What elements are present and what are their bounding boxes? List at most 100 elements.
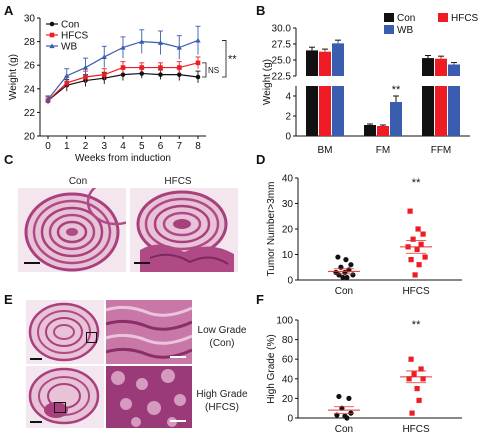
- bar-base: [435, 86, 447, 136]
- data-point-hfcs: [409, 410, 415, 416]
- data-point-con: [176, 72, 182, 77]
- data-point-hfcs: [406, 376, 412, 382]
- data-point-con: [195, 74, 201, 80]
- x-tick-label: FFM: [431, 145, 452, 156]
- y-tick-label: 20: [24, 132, 36, 143]
- histology-e-label-high-grade: High Grade (HFCS): [196, 389, 248, 413]
- x-tick-label: 0: [45, 141, 51, 152]
- scale-bar: [30, 421, 42, 423]
- y-tick-label: 30: [24, 14, 36, 25]
- data-point-con: [348, 262, 354, 268]
- data-point-hfcs: [414, 386, 420, 392]
- data-point-hfcs: [418, 241, 424, 247]
- y-tick-label: 0: [285, 132, 291, 143]
- legend-marker: [49, 43, 55, 49]
- data-point-wb: [101, 54, 107, 60]
- legend-marker: [49, 32, 55, 38]
- data-point-hfcs: [139, 65, 145, 70]
- scale-bar: [170, 356, 186, 358]
- bar-con-ffm: [422, 58, 434, 76]
- histology-c-label-hfcs: HFCS: [164, 176, 192, 187]
- data-point-wb: [176, 44, 182, 50]
- legend-marker: [49, 21, 55, 27]
- data-point-hfcs: [158, 65, 163, 70]
- y-tick-label: 28: [24, 37, 36, 48]
- y-tick-label: 26: [24, 61, 36, 72]
- y-tick-label: 100: [276, 316, 293, 327]
- significance-annotation: **: [228, 54, 237, 66]
- panel-label-d: D: [256, 152, 266, 167]
- legend-swatch: [384, 13, 394, 22]
- bar-base: [319, 86, 331, 136]
- y-tick-label: 10: [282, 250, 294, 261]
- y-tick-label: 0: [287, 276, 293, 287]
- bar-wb-ffm: [448, 64, 460, 76]
- ns-annotation: NS: [208, 66, 219, 75]
- legend-label: WB: [61, 42, 77, 53]
- data-point-con: [348, 410, 354, 416]
- data-point-hfcs: [416, 397, 422, 403]
- significance-annotation: **: [412, 177, 421, 189]
- x-tick-label: 4: [120, 141, 126, 152]
- data-point-con: [336, 393, 342, 400]
- bar-hfcs-bm: [319, 51, 331, 76]
- panel-label-f: F: [256, 292, 264, 307]
- legend-label: Con: [61, 20, 79, 31]
- y-tick-label: 20: [282, 394, 294, 405]
- ns-bracket: [202, 62, 207, 78]
- y-axis-label: Tumor Number>3mm: [266, 182, 277, 277]
- data-point-wb: [64, 73, 70, 78]
- data-point-hfcs: [176, 65, 182, 70]
- bar-base: [306, 86, 318, 136]
- data-point-wb: [120, 44, 126, 50]
- x-tick-label: 6: [158, 141, 164, 152]
- y-tick-label: 30.0: [272, 24, 292, 35]
- bar-hfcs-ffm: [435, 58, 447, 76]
- y-tick-label: 4: [285, 92, 291, 103]
- data-point-hfcs: [416, 262, 422, 268]
- scale-bar: [170, 420, 186, 422]
- bar-base: [422, 86, 434, 136]
- y-tick-label: 0: [287, 414, 293, 425]
- histology-image-con: [18, 188, 126, 272]
- legend-swatch: [384, 25, 394, 34]
- y-tick-label: 60: [282, 355, 294, 366]
- swiss-roll-drawing: [24, 188, 126, 272]
- zoom-box: [54, 402, 66, 413]
- data-point-con: [335, 254, 341, 260]
- data-point-wb: [139, 38, 145, 44]
- histology-zoom-high-grade: [106, 366, 192, 428]
- x-tick-label: Con: [335, 286, 353, 297]
- panel-label-a: A: [4, 3, 14, 18]
- y-tick-label: 22: [24, 108, 36, 119]
- swiss-roll-drawing: [136, 190, 234, 272]
- bar-wb-bm: [332, 43, 344, 76]
- bar-hfcs-fm: [377, 126, 389, 136]
- data-point-hfcs: [420, 376, 426, 382]
- x-tick-label: 2: [83, 141, 89, 152]
- data-point-hfcs: [414, 246, 420, 252]
- significance-annotation: **: [392, 84, 401, 96]
- data-point-hfcs: [408, 356, 414, 362]
- x-tick-label: 8: [195, 141, 201, 152]
- crypt-texture: [106, 300, 192, 364]
- y-tick-label: 20: [282, 225, 294, 236]
- data-point-hfcs: [420, 231, 426, 237]
- y-axis-label: Weight (g): [8, 54, 19, 100]
- x-tick-label: FM: [376, 145, 390, 156]
- y-tick-label: 24: [24, 84, 36, 95]
- x-tick-label: BM: [318, 145, 333, 156]
- bar-base: [448, 86, 460, 136]
- data-point-hfcs: [418, 366, 424, 372]
- data-point-con: [343, 257, 349, 263]
- data-point-con: [346, 395, 352, 401]
- histology-c-label-con: Con: [68, 176, 88, 187]
- data-point-hfcs: [120, 65, 126, 70]
- data-point-con: [350, 272, 356, 278]
- x-tick-label: 7: [176, 141, 182, 152]
- data-point-con: [344, 415, 350, 421]
- panel-label-e: E: [4, 292, 13, 307]
- zoom-box: [86, 332, 97, 343]
- data-point-hfcs: [412, 272, 418, 278]
- y-tick-label: 80: [282, 335, 294, 346]
